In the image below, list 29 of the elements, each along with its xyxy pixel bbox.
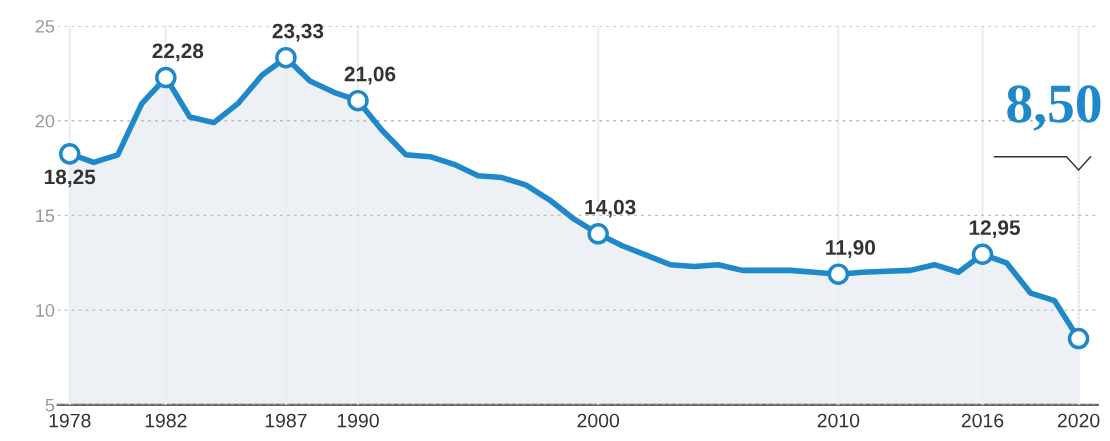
y-tick-label: 10 [36,304,55,317]
data-label: 11,90 [826,240,876,258]
point [347,89,369,112]
data-label: 12,95 [969,220,1020,239]
point [587,223,609,245]
y-tick-label: 5 [45,398,55,412]
y-tick-label: 20 [35,114,55,128]
x-tick-label: 2020 [1057,413,1100,428]
y-tick-label: 25 [35,19,55,33]
data-label: 21,06 [344,66,396,85]
x-tick-label: 1990 [337,413,379,428]
data-label: 18,25 [44,169,96,188]
x-tick-label: 1987 [265,413,307,428]
point [827,263,850,285]
data-label: 8,50 [1007,85,1101,131]
y-tick-label: 15 [36,209,55,223]
data-label: 22,28 [152,43,204,62]
x-tick-label: 2000 [577,413,620,428]
x-tick-label: 1978 [49,413,91,428]
x-tick-label: 2016 [961,413,1004,428]
data-label: 23,33 [272,23,324,42]
x-tick-label: 1982 [145,413,187,428]
data-label: 14,03 [585,199,636,218]
point [971,243,994,266]
point [58,143,81,165]
point [155,66,177,89]
point [1067,327,1090,350]
point [275,46,297,69]
x-tick-label: 2010 [817,413,860,428]
